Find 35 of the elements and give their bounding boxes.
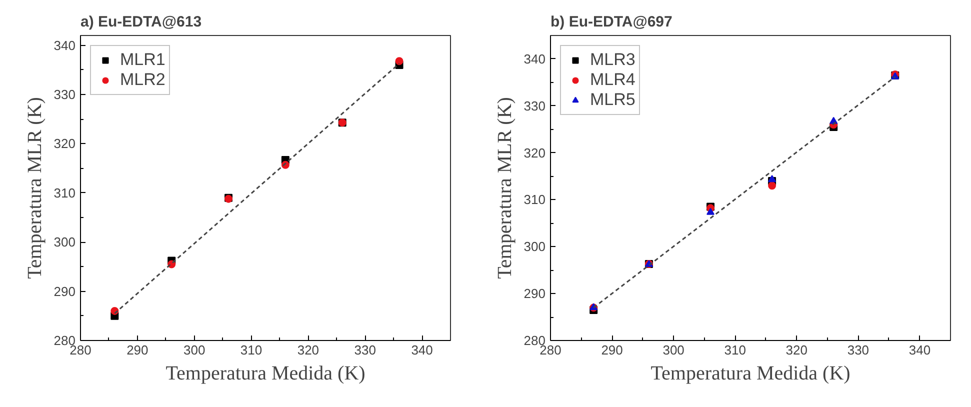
x-tick-label: 340 <box>908 342 931 358</box>
x-tick-label: 310 <box>240 342 262 358</box>
y-tick-label: 290 <box>54 284 76 299</box>
x-tick-label: 300 <box>662 342 684 358</box>
y-axis-title: Temperatura MLR (K) <box>494 97 516 279</box>
legend-label: MLR2 <box>120 70 166 90</box>
chart-title: b) Eu-EDTA@697 <box>550 14 672 30</box>
chart-title: a) Eu-EDTA@613 <box>80 14 202 30</box>
x-tick-label: 330 <box>847 342 870 358</box>
x-axis-title: Temperatura Medida (K) <box>650 362 850 384</box>
x-tick-label: 300 <box>184 342 206 358</box>
y-tick-label: 320 <box>54 136 76 152</box>
y-axis-title: Temperatura MLR (K) <box>24 97 46 279</box>
y-tick-label: 320 <box>524 145 546 160</box>
y-tick-label: 340 <box>54 38 76 53</box>
y-tick-label: 310 <box>54 185 76 200</box>
y-tick-label: 300 <box>54 234 76 250</box>
y-tick-label: 290 <box>524 286 546 302</box>
legend-label: MLR3 <box>590 50 636 70</box>
legend-label: MLR5 <box>590 90 636 110</box>
y-tick-label: 340 <box>524 51 546 66</box>
y-tick-label: 330 <box>54 87 76 102</box>
x-tick-label: 290 <box>601 342 623 358</box>
x-tick-label: 330 <box>354 342 376 358</box>
legend-label: MLR1 <box>120 50 166 70</box>
x-axis-title: Temperatura Medida (K) <box>166 362 366 384</box>
y-tick-label: 330 <box>524 98 546 114</box>
y-tick-label: 300 <box>524 239 546 254</box>
x-tick-label: 340 <box>411 342 433 358</box>
x-tick-label: 320 <box>786 342 808 358</box>
x-tick-label: 320 <box>297 342 320 358</box>
legend-label: MLR4 <box>590 70 636 90</box>
y-tick-label: 310 <box>524 192 546 208</box>
x-tick-label: 290 <box>126 342 148 358</box>
x-tick-label: 310 <box>724 342 746 358</box>
